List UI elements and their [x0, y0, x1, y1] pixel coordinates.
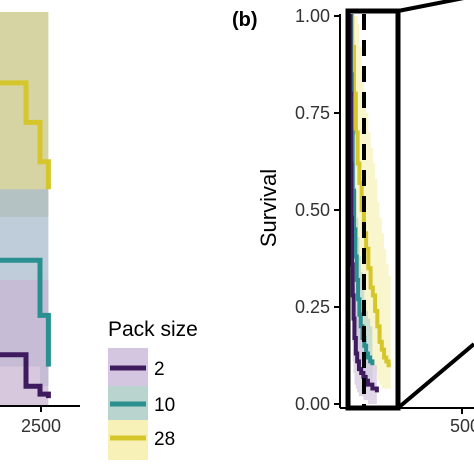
- legend: Pack size 2 10 28: [108, 318, 198, 460]
- right-ribbons: [350, 16, 391, 404]
- right-lines: [348, 14, 391, 393]
- zoom-line-top: [397, 0, 465, 13]
- legend-title: Pack size: [108, 318, 198, 341]
- y-axis-title: Survival: [256, 169, 281, 247]
- zoom-rectangle: [345, 8, 401, 411]
- y-tick-label: 0.75: [295, 103, 330, 123]
- legend-item-10: 10: [108, 386, 175, 426]
- right-panel: (b) Survival 0.00 0.25 0.50 0.75 1.00 500: [232, 0, 474, 436]
- y-tick-label: 1.00: [295, 6, 330, 26]
- left-panel: 2500: [0, 12, 80, 436]
- zoom-line-bottom: [396, 342, 474, 410]
- legend-item-28: 28: [108, 420, 175, 460]
- y-tick-label: 0.00: [295, 394, 330, 414]
- left-ribbons: [0, 12, 49, 406]
- survival-line-2: [348, 14, 379, 393]
- legend-label-10: 10: [154, 395, 175, 416]
- left-line-10: [0, 257, 51, 367]
- y-tick-label: 0.25: [295, 297, 330, 317]
- y-tick-label: 0.50: [295, 200, 330, 220]
- left-lines: [0, 80, 51, 399]
- y-axis-ticks: 0.00 0.25 0.50 0.75 1.00: [295, 6, 340, 414]
- panel-label-b: (b): [232, 9, 258, 31]
- left-line-28: [0, 80, 51, 190]
- left-ribbon-2: [0, 279, 49, 406]
- ribbon-2: [350, 16, 377, 404]
- legend-item-2: 2: [108, 348, 165, 388]
- left-line-2: [0, 352, 51, 399]
- survival-line-28: [350, 14, 391, 368]
- legend-label-2: 2: [154, 359, 165, 380]
- legend-label-28: 28: [154, 429, 175, 450]
- ribbon-28: [350, 16, 391, 389]
- x-tick-label: 500: [450, 416, 474, 436]
- left-x-tick-label: 2500: [21, 416, 61, 436]
